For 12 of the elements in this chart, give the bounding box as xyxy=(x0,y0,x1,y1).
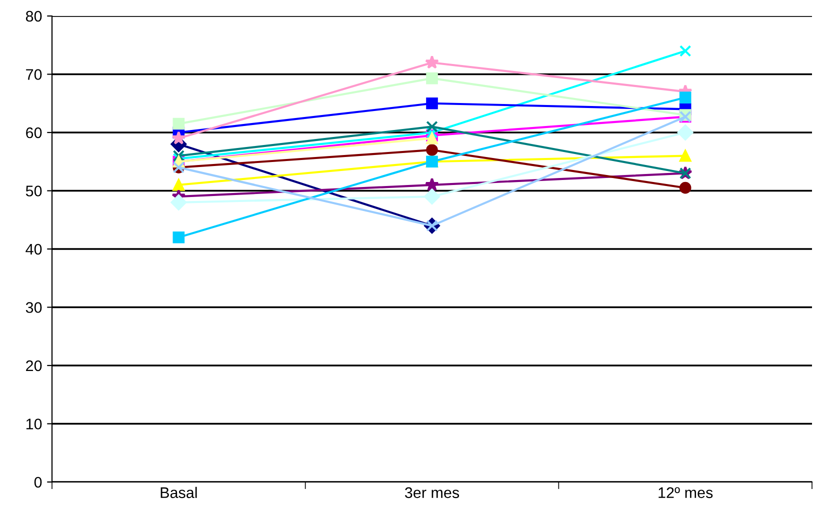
y-tick-label: 30 xyxy=(26,302,42,313)
x-tick-label: 12º mes xyxy=(658,487,713,498)
y-tick-label: 70 xyxy=(26,69,42,80)
y-tick-label: 20 xyxy=(26,360,42,372)
y-tick-label: 10 xyxy=(26,418,42,430)
x-tick-label: Basal xyxy=(160,486,197,498)
y-tick-label: 80 xyxy=(26,10,42,22)
y-tick-label: 40 xyxy=(26,244,42,255)
y-tick-label: 0 xyxy=(34,476,42,488)
x-tick-label: 3er mes xyxy=(404,487,460,498)
y-tick-label: 60 xyxy=(26,127,42,138)
y-tick-label: 50 xyxy=(26,186,42,196)
